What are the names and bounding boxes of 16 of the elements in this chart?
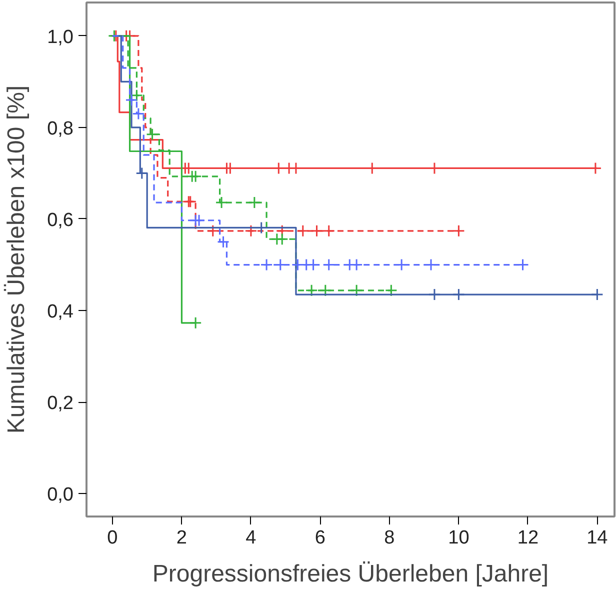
x-tick-label: 10 — [448, 528, 470, 548]
x-tick-label: 12 — [517, 528, 539, 548]
y-tick-label: 0,8 — [47, 118, 74, 140]
y-tick-label: 1,0 — [47, 26, 74, 48]
x-tick-label: 14 — [586, 528, 608, 548]
y-tick-label: 0,2 — [47, 393, 74, 414]
x-tick-label: 2 — [176, 528, 188, 548]
x-tick-label: 8 — [384, 528, 395, 548]
y-axis-title: Kumulatives Überleben x100 [%] — [3, 85, 30, 434]
x-axis-title: Progressionsfreies Überleben [Jahre] — [152, 560, 549, 588]
x-tick-label: 6 — [314, 528, 326, 548]
y-tick-label: 0,4 — [47, 302, 74, 323]
y-tick-label: 0,0 — [47, 484, 74, 506]
x-tick-label: 0 — [107, 528, 118, 548]
y-tick-label: 0,6 — [47, 210, 74, 231]
x-tick-label: 4 — [246, 528, 257, 548]
